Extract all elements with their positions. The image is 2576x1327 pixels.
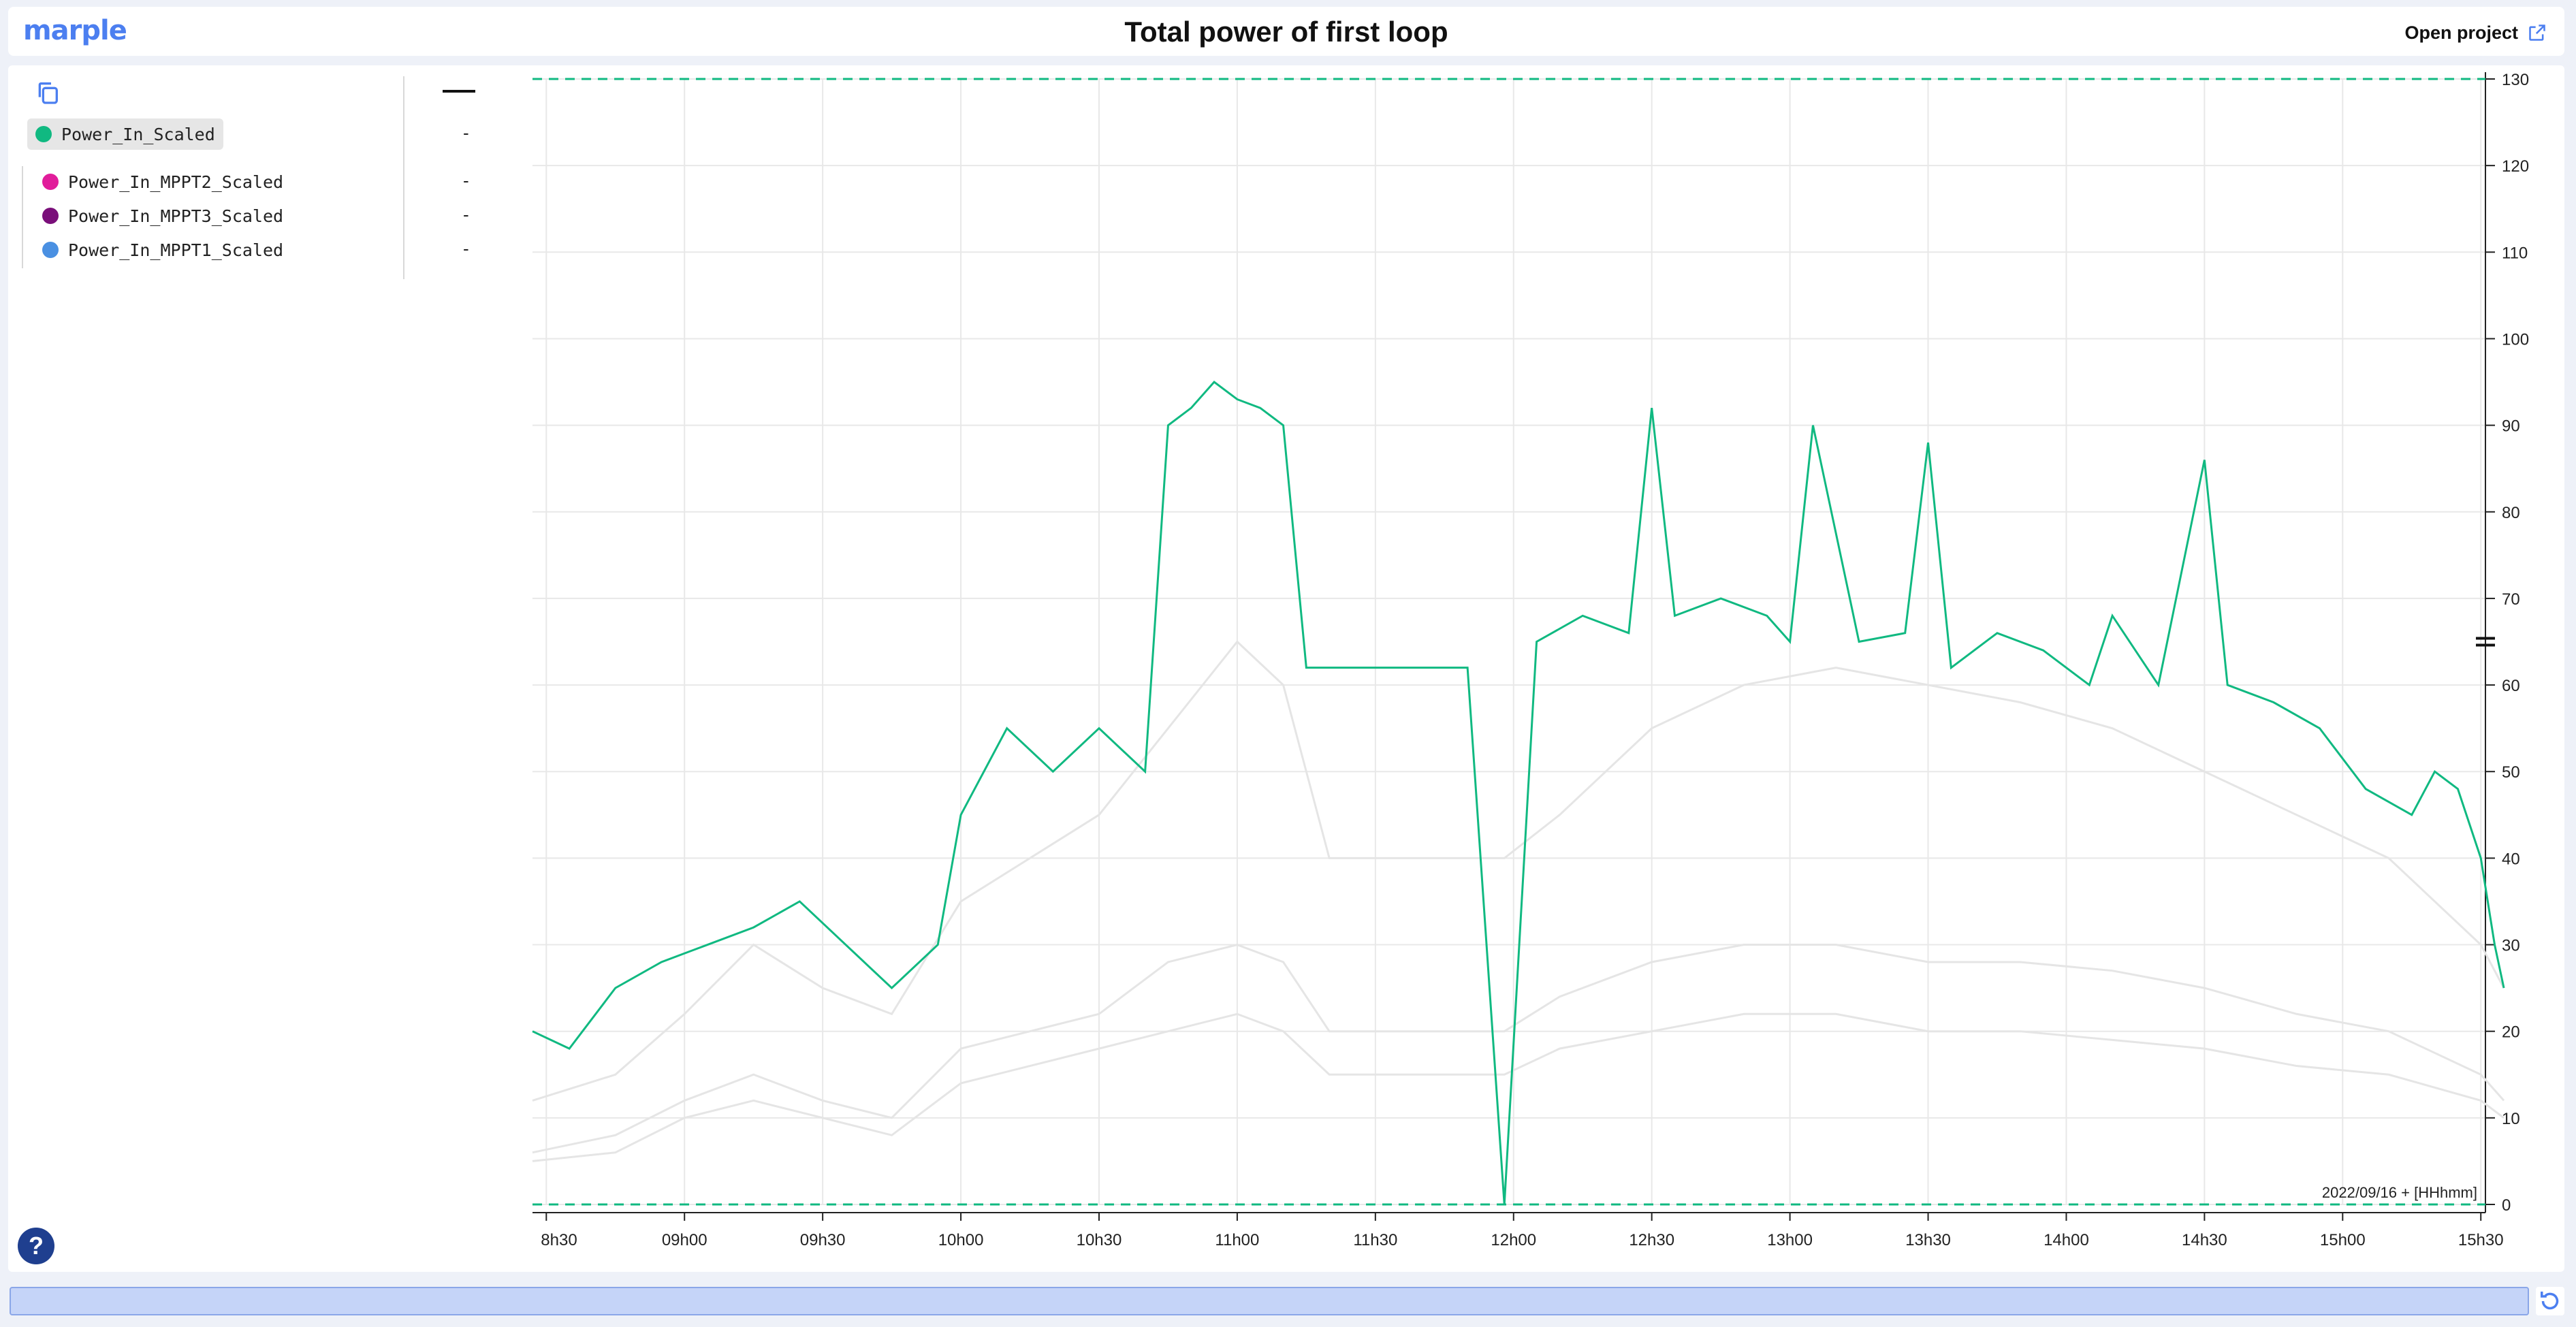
legend-divider	[403, 76, 404, 279]
series-line	[532, 1012, 2505, 1162]
marple-logo[interactable]: marple	[23, 15, 127, 46]
x-tick-label: 10h30	[1077, 1231, 1122, 1249]
legend-item-label: Power_In_MPPT1_Scaled	[68, 240, 284, 260]
x-tick-label: 11h30	[1353, 1231, 1397, 1249]
legend-item-value: -	[463, 123, 469, 143]
y-tick-label: 10	[2502, 1110, 2520, 1128]
legend-item-power-in-scaled[interactable]: Power_In_Scaled	[27, 118, 223, 150]
y-tick-label: 110	[2502, 244, 2528, 262]
series-line	[532, 640, 2505, 1102]
x-tick-label: 14h30	[2182, 1231, 2227, 1249]
legend-line-style-indicator	[443, 90, 475, 93]
y-tick-label: 40	[2502, 850, 2520, 868]
open-project-label: Open project	[2404, 22, 2518, 43]
x-tick-label: 8h30	[541, 1231, 577, 1249]
y-tick-label: 100	[2502, 330, 2529, 349]
x-tick-label: 14h00	[2044, 1231, 2089, 1249]
y-tick-label: 90	[2502, 417, 2520, 436]
x-tick-label: 15h30	[2458, 1231, 2504, 1249]
x-tick-label: 13h00	[1767, 1231, 1813, 1249]
x-tick-label: 10h00	[938, 1231, 984, 1249]
legend-item-power-in-mppt3-scaled[interactable]: Power_In_MPPT3_Scaled	[34, 200, 291, 231]
legend-item-label: Power_In_Scaled	[61, 124, 215, 144]
top-bar: marple Total power of first loop Open pr…	[8, 7, 2564, 56]
legend-group-line	[22, 166, 23, 268]
y-tick-label: 20	[2502, 1023, 2520, 1042]
chart-area[interactable]: 8h30 09h00 09h30 10h00 10h30 11h00 11h30 12h00 1…	[526, 65, 2564, 1272]
series-color-dot	[35, 126, 52, 142]
y-tick-label: 0	[2502, 1196, 2511, 1215]
x-tick-label: 13h30	[1905, 1231, 1951, 1249]
x-axis-label: 2022/09/16 + [HHhmm]	[2322, 1184, 2477, 1201]
legend-panel: Power_In_Scaled - Power_In_MPPT2_Scaled …	[8, 65, 526, 1272]
page-title: Total power of first loop	[1124, 16, 1448, 48]
legend-item-label: Power_In_MPPT3_Scaled	[68, 206, 284, 226]
series-color-dot	[42, 208, 59, 224]
legend-item-label: Power_In_MPPT2_Scaled	[68, 172, 284, 192]
series-line[interactable]	[532, 381, 2505, 1205]
legend-item-value: -	[463, 204, 469, 225]
y-tick-label: 70	[2502, 590, 2520, 609]
copy-icon[interactable]	[34, 79, 61, 106]
reset-zoom-icon[interactable]	[2536, 1287, 2564, 1315]
y-tick-label: 130	[2502, 71, 2529, 89]
x-tick-label: 12h30	[1629, 1231, 1674, 1249]
x-tick-label: 12h00	[1491, 1231, 1536, 1249]
open-project-button[interactable]: Open project	[2404, 19, 2547, 46]
workspace: Power_In_Scaled - Power_In_MPPT2_Scaled …	[8, 65, 2564, 1272]
y-tick-label: 30	[2502, 937, 2520, 955]
legend-item-power-in-mppt1-scaled[interactable]: Power_In_MPPT1_Scaled	[34, 234, 291, 266]
x-tick-label: 11h00	[1215, 1231, 1259, 1249]
series-line	[532, 943, 2505, 1154]
legend-item-value: -	[463, 238, 469, 259]
external-link-icon	[2529, 25, 2545, 41]
time-range-slider[interactable]	[10, 1287, 2529, 1315]
x-tick-label: 09h00	[662, 1231, 707, 1249]
series-color-dot	[42, 174, 59, 190]
y-tick-label: 80	[2502, 504, 2520, 522]
x-tick-label: 15h00	[2320, 1231, 2366, 1249]
help-button[interactable]: ?	[18, 1228, 54, 1264]
line-chart[interactable]: 8h30 09h00 09h30 10h00 10h30 11h00 11h30 12h00 1…	[526, 65, 2564, 1272]
legend-item-value: -	[463, 170, 469, 191]
series-color-dot	[42, 242, 59, 258]
x-tick-label: 09h30	[800, 1231, 846, 1249]
y-tick-label: 60	[2502, 677, 2520, 695]
legend-item-power-in-mppt2-scaled[interactable]: Power_In_MPPT2_Scaled	[34, 166, 291, 197]
y-tick-label: 50	[2502, 763, 2520, 782]
y-tick-label: 120	[2502, 157, 2529, 176]
